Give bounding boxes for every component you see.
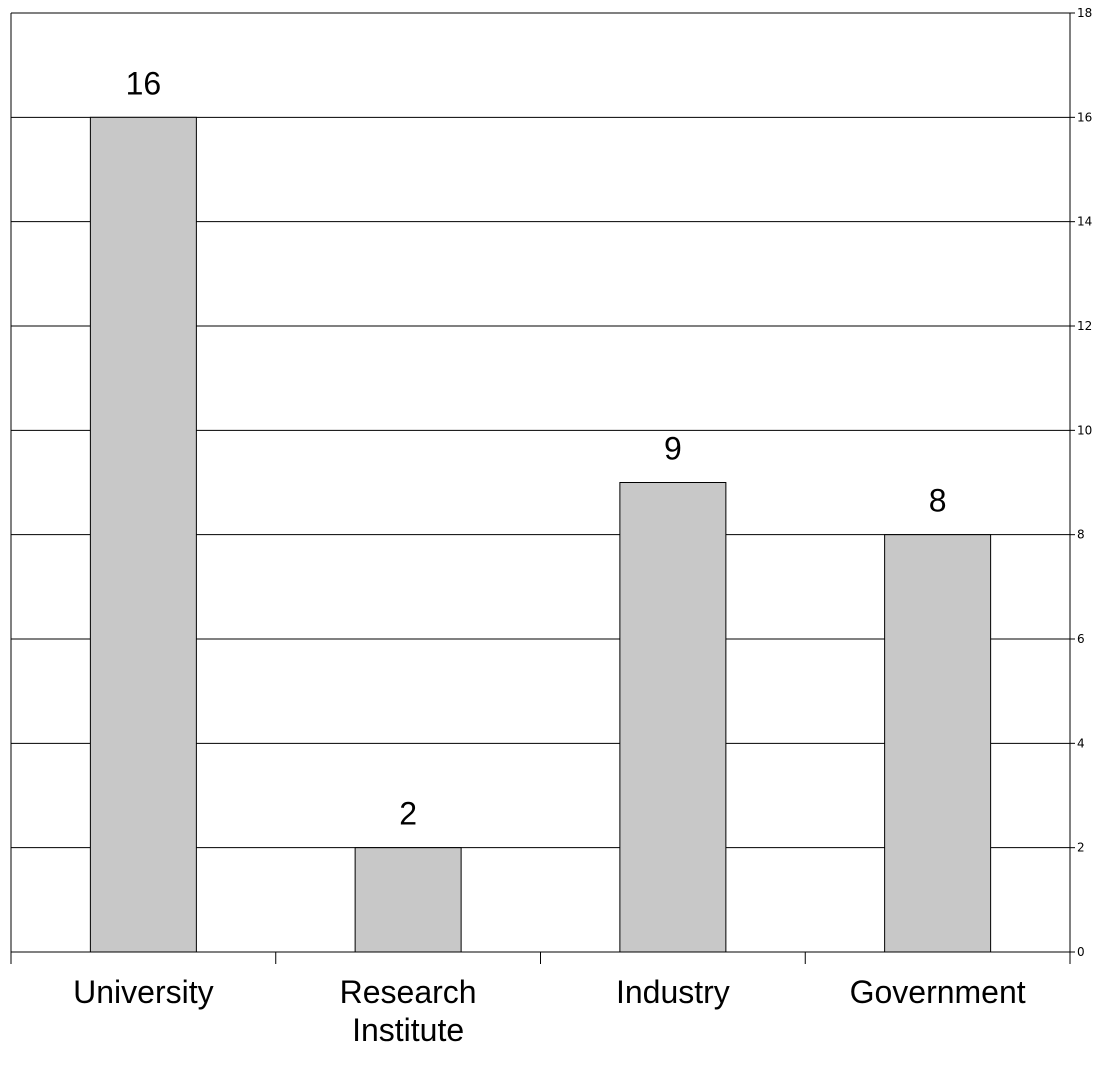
axes xyxy=(10,12,1075,964)
y-tick-label: 10 xyxy=(1077,423,1092,437)
category-label: Industry xyxy=(616,974,730,1010)
category-label-line: Government xyxy=(850,974,1026,1010)
category-label-line: Institute xyxy=(352,1012,464,1048)
y-tick-label: 18 xyxy=(1077,6,1092,20)
data-label: 8 xyxy=(929,483,947,519)
data-label: 16 xyxy=(126,65,162,101)
y-tick-label: 16 xyxy=(1077,110,1092,124)
category-label-line: University xyxy=(73,974,213,1010)
data-label: 9 xyxy=(664,431,682,467)
category-label: University xyxy=(73,974,213,1010)
y-tick-label: 14 xyxy=(1077,215,1092,229)
y-tick-labels: 0 2 4 6 8 10 12 14 16 18 xyxy=(1077,6,1092,959)
category-label-line: Industry xyxy=(616,974,730,1010)
data-label: 2 xyxy=(399,796,417,832)
y-tick-label: 4 xyxy=(1077,736,1085,750)
bar xyxy=(619,482,727,953)
category-label: Research Institute xyxy=(340,974,477,1048)
y-tick-label: 6 xyxy=(1077,632,1085,646)
y-tick-label: 8 xyxy=(1077,528,1085,542)
y-tick-label: 12 xyxy=(1077,319,1092,333)
y-tick-label: 2 xyxy=(1077,841,1085,855)
category-labels: University Research Institute Industry Gover… xyxy=(73,974,1026,1048)
y-tick-label: 0 xyxy=(1077,945,1085,959)
bar xyxy=(89,116,197,953)
data-labels: 16 2 9 8 xyxy=(126,65,947,831)
category-label-line: Research xyxy=(340,974,477,1010)
bar xyxy=(884,534,992,953)
bar xyxy=(354,847,462,953)
category-label: Government xyxy=(850,974,1026,1010)
